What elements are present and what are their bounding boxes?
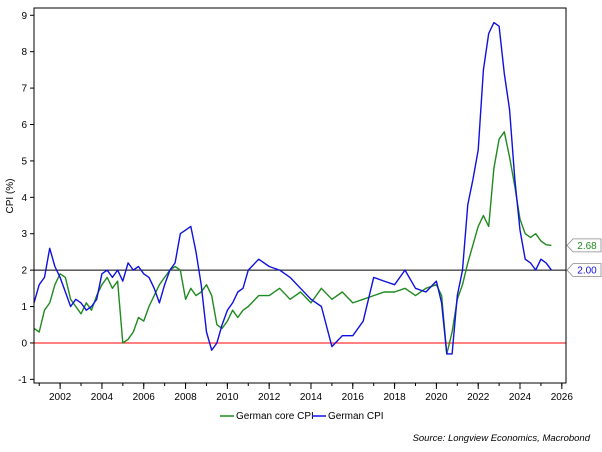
- y-tick-label: 1: [21, 302, 27, 313]
- legend-label-cpi: German CPI: [328, 411, 384, 422]
- x-tick-label: 2022: [467, 392, 490, 403]
- end-value-label: 2.00: [577, 266, 597, 277]
- end-label-box: [566, 263, 602, 278]
- y-tick-label: 2: [21, 266, 27, 277]
- y-tick-label: 5: [21, 156, 27, 167]
- x-tick-label: 2008: [174, 392, 197, 403]
- y-tick-label: -1: [18, 375, 27, 386]
- x-tick-label: 2002: [49, 392, 72, 403]
- end-label-box: [566, 238, 602, 253]
- x-tick-label: 2026: [551, 392, 574, 403]
- x-tick-label: 2010: [216, 392, 239, 403]
- y-tick-label: 6: [21, 120, 27, 131]
- y-tick-label: 8: [21, 47, 27, 58]
- y-tick-label: 3: [21, 229, 27, 240]
- x-tick-label: 2020: [425, 392, 448, 403]
- y-tick-label: 9: [21, 11, 27, 22]
- legend-label-core-cpi: German core CPI: [236, 411, 314, 422]
- y-tick-label: 7: [21, 84, 27, 95]
- x-tick-label: 2016: [342, 392, 365, 403]
- x-tick-label: 2012: [258, 392, 281, 403]
- x-tick-label: 2004: [91, 392, 114, 403]
- end-value-label: 2.68: [577, 241, 597, 252]
- x-tick-label: 2014: [300, 392, 323, 403]
- series-line-german-cpi: [33, 21, 552, 355]
- y-tick-label: 4: [21, 193, 27, 204]
- plot-frame: [33, 7, 567, 384]
- y-axis-label: CPI (%): [5, 179, 16, 214]
- x-tick-label: 2006: [133, 392, 156, 403]
- x-tick-label: 2018: [383, 392, 406, 403]
- legend: German core CPI German CPI: [220, 411, 384, 422]
- y-tick-label: 0: [21, 338, 27, 349]
- series-line-german-core-cpi: [33, 131, 552, 355]
- source-note: Source: Longview Economics, Macrobond: [413, 433, 591, 444]
- x-tick-label: 2024: [509, 392, 532, 403]
